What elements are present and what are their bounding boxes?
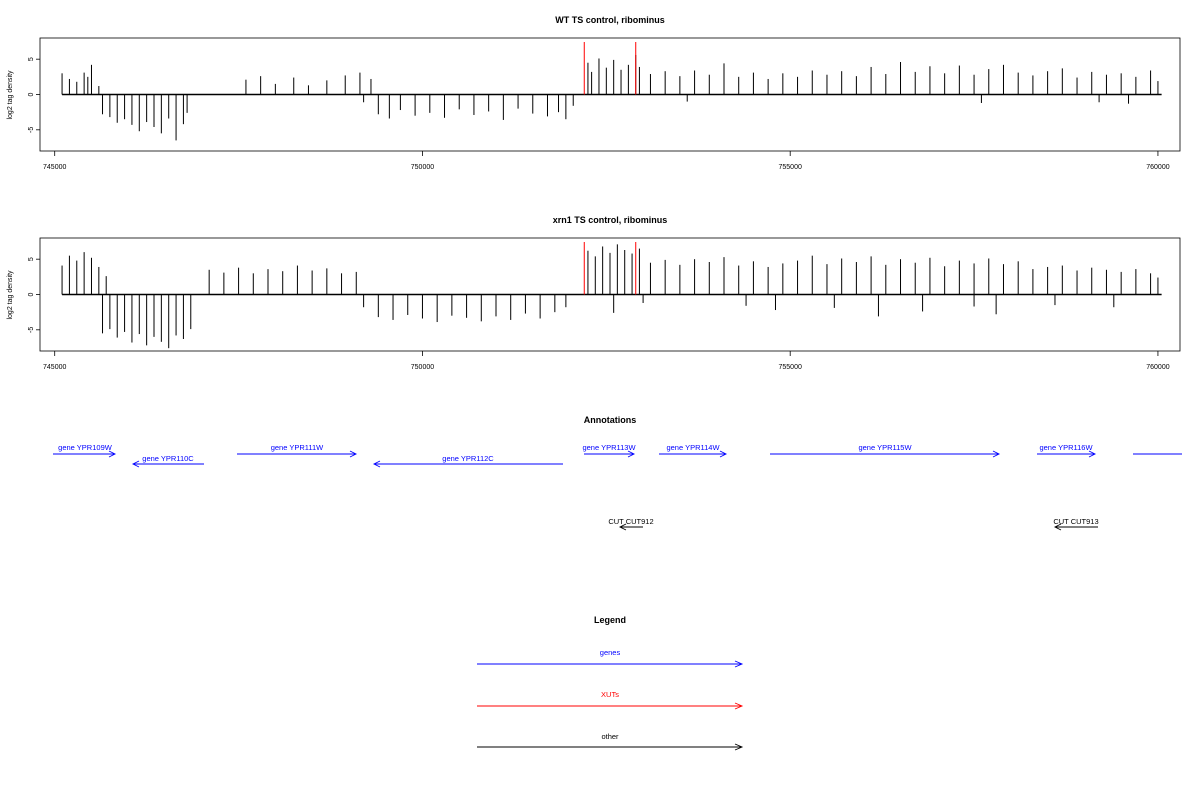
cut-label: CUT CUT912 <box>608 517 653 526</box>
y-tick-label: 5 <box>28 257 35 261</box>
panel-xrn1-ylabel: log2 tag density <box>7 270 14 320</box>
x-tick-label: 760000 <box>1146 364 1169 371</box>
gene-YPR111W: gene YPR111W <box>237 443 358 458</box>
panel-wt: WT TS control, ribominus log2 tag densit… <box>7 15 1181 171</box>
legend-title: Legend <box>594 615 626 625</box>
legend: Legend genes XUTs other <box>477 615 744 751</box>
y-tick-label: 0 <box>28 92 35 96</box>
legend-label-genes: genes <box>600 648 621 657</box>
x-tick-label: 755000 <box>779 164 802 171</box>
y-tick-label: -5 <box>28 327 35 333</box>
gene-label: gene YPR111W <box>271 443 324 452</box>
x-tick-label: 745000 <box>43 164 66 171</box>
cut-CUT912: CUT CUT912 <box>608 517 654 531</box>
gene-label: gene YPR113W <box>582 443 636 452</box>
legend-label-xuts: XUTs <box>601 690 619 699</box>
legend-item-genes: genes <box>477 648 744 668</box>
y-tick-label: -5 <box>28 127 35 133</box>
annotations-title: Annotations <box>584 415 637 425</box>
gene-label: gene YPR112C <box>442 454 494 463</box>
x-tick-label: 755000 <box>779 364 802 371</box>
legend-item-xuts: XUTs <box>477 690 744 710</box>
cut-CUT913: CUT CUT913 <box>1053 517 1099 531</box>
y-tick-label: 5 <box>28 57 35 61</box>
gene-label: gene YPR115W <box>858 443 912 452</box>
x-tick-label: 750000 <box>411 364 434 371</box>
gene-YPR112C: gene YPR112C <box>372 454 563 468</box>
panel-xrn1: xrn1 TS control, ribominus log2 tag dens… <box>7 215 1181 371</box>
panel-wt-ylabel: log2 tag density <box>7 70 14 120</box>
gene-YPR109W: gene YPR109W <box>53 443 117 458</box>
x-tick-label: 760000 <box>1146 164 1169 171</box>
gene-YPR110C: gene YPR110C <box>131 454 204 468</box>
y-tick-label: 0 <box>28 292 35 296</box>
legend-label-other: other <box>601 732 619 741</box>
gene-YPR113W: gene YPR113W <box>582 443 636 458</box>
x-tick-label: 750000 <box>411 164 434 171</box>
x-tick-label: 745000 <box>43 364 66 371</box>
legend-item-other: other <box>477 732 744 751</box>
panel-xrn1-title: xrn1 TS control, ribominus <box>553 215 668 225</box>
gene-label: gene YPR116W <box>1039 443 1093 452</box>
gene-label: gene YPR109W <box>58 443 113 452</box>
cut-label: CUT CUT913 <box>1053 517 1098 526</box>
gene-YPR115W: gene YPR115W <box>770 443 1001 458</box>
gene-label: gene YPR114W <box>666 443 720 452</box>
panel-wt-title: WT TS control, ribominus <box>555 15 665 25</box>
gene-YPR114W: gene YPR114W <box>659 443 728 458</box>
gene-label: gene YPR110C <box>142 454 194 463</box>
annotations-track: Annotations gene YPR109W gene YPR111W ge… <box>53 415 1182 531</box>
gene-YPR116W: gene YPR116W <box>1037 443 1097 458</box>
